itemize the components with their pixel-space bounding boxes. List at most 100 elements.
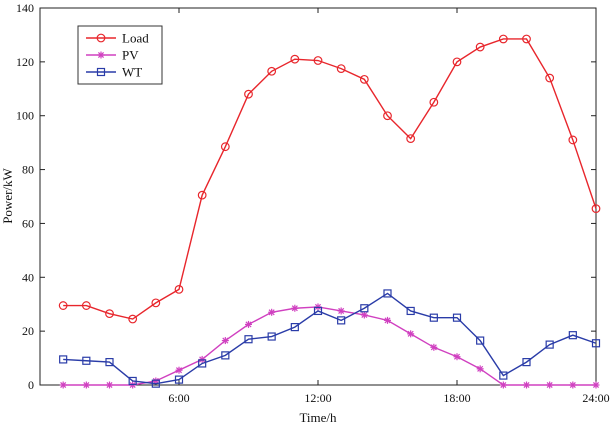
data-point-load [406,134,416,144]
data-point-wt [59,355,68,364]
series-line-pv [63,306,596,386]
data-point-load [545,73,555,83]
data-point-load [128,314,138,324]
data-point-pv [430,343,438,351]
data-point-pv [106,381,113,389]
data-point-load [58,301,68,310]
data-point-load [429,97,439,107]
data-point-load [151,298,161,308]
data-point-pv [407,330,415,338]
data-point-wt [313,306,323,316]
legend-label: PV [122,48,139,63]
legend-item-wt: WT [86,65,142,80]
legend: Load PV WT [77,25,163,85]
data-point-pv [499,381,507,389]
series-pv [59,303,600,389]
data-point-load [336,64,346,73]
data-point-load [452,57,462,67]
data-point-pv [175,366,183,374]
data-point-pv [523,381,530,389]
data-point-load [568,135,578,145]
data-point-pv [476,365,484,373]
data-point-pv [59,381,67,389]
y-tick-label: 140 [16,1,34,15]
y-tick-label: 40 [22,270,34,284]
data-point-wt [82,356,91,365]
legend-marker-wt [96,67,106,77]
data-point-pv [569,381,577,389]
data-point-pv [221,337,229,345]
x-tick-label: 6:00 [168,391,189,405]
y-axis-title: Power/kW [0,167,15,223]
data-point-pv [82,381,90,389]
data-point-load [81,301,91,310]
data-point-load [197,190,207,200]
data-point-load [290,54,300,64]
data-point-pv [245,320,252,328]
data-point-wt [406,306,415,316]
series-wt [59,289,601,388]
data-point-load [498,34,508,44]
data-point-wt [128,376,137,386]
data-point-wt [429,313,438,322]
data-point-wt [452,313,462,322]
data-point-wt [360,304,369,313]
data-point-wt [499,371,508,380]
data-point-load [313,56,323,65]
data-point-pv [268,308,276,316]
data-point-pv [453,353,461,361]
data-point-wt [545,340,554,349]
data-point-pv [360,311,368,319]
data-point-wt [267,332,276,341]
data-point-pv [337,307,345,315]
y-tick-label: 80 [22,163,34,177]
data-point-pv [291,304,299,312]
data-point-pv [592,381,600,389]
data-point-pv [384,316,391,324]
data-point-load [174,285,184,294]
data-point-load [383,111,392,121]
data-point-load [105,309,114,319]
y-tick-label: 100 [16,109,34,123]
data-point-wt [290,323,299,332]
y-tick-label: 120 [16,55,34,69]
legend-marker-pv [97,51,105,59]
data-point-wt [198,359,207,368]
data-point-wt [337,316,346,325]
x-axis-title: Time/h [299,410,337,425]
series-layer [58,34,601,389]
data-point-wt [383,289,392,298]
legend-item-pv: PV [86,48,139,63]
data-point-wt [174,375,184,384]
x-tick-label: 24:00 [582,391,609,405]
data-point-load [522,34,531,44]
legend-item-load: Load [86,31,149,46]
x-tick-labels: 6:00 12:00 18:00 24:00 [168,391,609,405]
data-point-wt [568,331,577,340]
data-point-load [244,89,253,99]
x-tick-label: 18:00 [443,391,470,405]
legend-label: WT [122,65,142,80]
data-point-load [267,66,277,76]
legend-label: Load [122,31,149,46]
y-tick-label: 60 [22,216,34,230]
data-point-pv [546,381,554,389]
y-tick-labels: 0 20 40 60 80 100 120 140 [16,1,34,392]
data-point-wt [221,351,230,360]
series-line-wt [63,292,597,385]
data-point-wt [151,379,160,388]
data-point-load [359,74,369,84]
data-point-wt [244,335,253,344]
y-tick-label: 0 [28,378,34,392]
series-load [58,34,601,324]
data-point-wt [476,336,485,345]
data-point-wt [105,358,114,367]
data-point-wt [522,358,531,367]
y-tick-label: 20 [22,324,34,338]
legend-marker-load [96,33,106,43]
data-point-load [475,42,485,52]
x-tick-label: 12:00 [304,391,331,405]
data-point-wt [591,339,601,348]
data-point-load [591,204,601,214]
